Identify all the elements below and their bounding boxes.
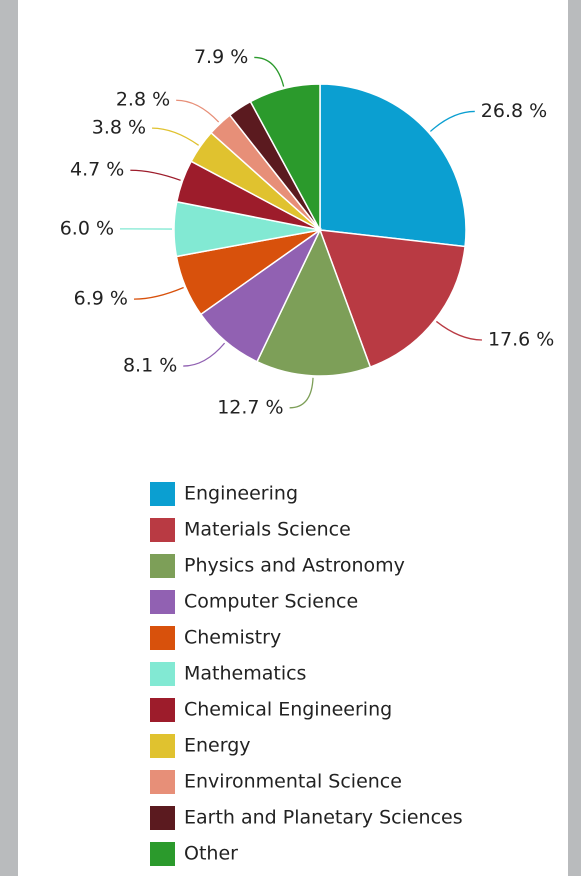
pie-slice xyxy=(318,229,466,369)
legend-label: Engineering xyxy=(184,483,298,505)
data-label: 17.6 % xyxy=(488,328,554,350)
legend-label: Chemical Engineering xyxy=(184,699,392,721)
data-label: 6.9 % xyxy=(74,288,128,310)
data-label: 6.0 % xyxy=(60,217,114,239)
legend-label: Chemistry xyxy=(184,627,281,649)
legend-swatch xyxy=(150,626,175,650)
data-label: 7.9 % xyxy=(194,46,248,68)
data-label: 12.7 % xyxy=(217,396,283,418)
legend-label: Materials Science xyxy=(184,519,351,541)
leader-line xyxy=(429,110,475,132)
legend-swatch xyxy=(150,662,175,686)
legend-label: Environmental Science xyxy=(184,771,402,793)
leader-line xyxy=(133,286,184,300)
data-label: 26.8 % xyxy=(481,100,547,122)
data-label: 4.7 % xyxy=(70,159,124,181)
pie-slice xyxy=(249,83,321,231)
leader-line xyxy=(289,377,314,409)
pie-slice xyxy=(319,83,467,248)
legend-swatch xyxy=(150,806,175,830)
leader-line xyxy=(183,342,226,367)
leader-line xyxy=(254,56,285,87)
leader-line xyxy=(152,127,200,146)
legend-label: Computer Science xyxy=(184,591,358,613)
data-label: 3.8 % xyxy=(92,117,146,139)
leader-line xyxy=(130,169,181,181)
legend-swatch xyxy=(150,482,175,506)
legend-swatch xyxy=(150,734,175,758)
data-label: 8.1 % xyxy=(123,355,177,377)
legend-swatch xyxy=(150,770,175,794)
pie-slice xyxy=(256,228,372,377)
legend-label: Physics and Astronomy xyxy=(184,555,405,577)
legend-label: Mathematics xyxy=(184,663,306,685)
legend-label: Other xyxy=(184,843,238,865)
legend-label: Earth and Planetary Sciences xyxy=(184,807,463,829)
legend-swatch xyxy=(150,842,175,866)
leader-line xyxy=(435,320,482,341)
legend-swatch xyxy=(150,698,175,722)
legend-swatch xyxy=(150,554,175,578)
legend-swatch xyxy=(150,518,175,542)
leader-line xyxy=(176,99,220,123)
legend-label: Energy xyxy=(184,735,251,757)
data-label: 2.8 % xyxy=(116,89,170,111)
legend-swatch xyxy=(150,590,175,614)
